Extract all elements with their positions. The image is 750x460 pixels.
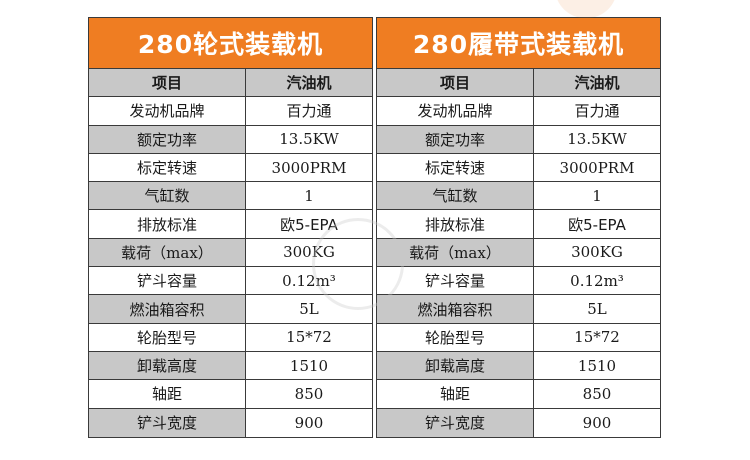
table-row: 额定功率 13.5KW bbox=[89, 125, 372, 154]
table-row: 轮胎型号 15*72 bbox=[377, 323, 660, 352]
row-value: 3000PRM bbox=[534, 153, 660, 182]
table-row: 气缸数 1 bbox=[89, 182, 372, 211]
table-row: 载荷（max） 300KG bbox=[89, 238, 372, 268]
table-row: 排放标准 欧5-EPA bbox=[377, 210, 660, 239]
row-value: 百力通 bbox=[534, 97, 660, 125]
table-row: 轮胎型号 15*72 bbox=[89, 323, 372, 352]
wheel-loader-spec-table: 280轮式装载机 项目 汽油机 发动机品牌 百力通 额定功率 13.5KW 标定… bbox=[88, 17, 373, 438]
row-value: 1 bbox=[534, 182, 660, 210]
table-row: 载荷（max） 300KG bbox=[377, 238, 660, 268]
row-value: 1 bbox=[246, 182, 372, 210]
row-label: 额定功率 bbox=[89, 125, 246, 153]
table-title: 280轮式装载机 bbox=[89, 18, 372, 69]
row-value: 300KG bbox=[246, 238, 372, 267]
row-value: 13.5KW bbox=[246, 125, 372, 153]
row-value: 3000PRM bbox=[246, 153, 372, 182]
table-row: 轴距 850 bbox=[89, 380, 372, 409]
table-row: 铲斗容量 0.12m³ bbox=[89, 267, 372, 296]
row-label: 气缸数 bbox=[89, 182, 246, 210]
table-row: 铲斗宽度 900 bbox=[377, 408, 660, 437]
table-row: 气缸数 1 bbox=[377, 182, 660, 211]
table-row: 标定转速 3000PRM bbox=[377, 153, 660, 183]
row-label: 排放标准 bbox=[89, 210, 246, 238]
row-value: 百力通 bbox=[246, 97, 372, 125]
row-value: 0.12m³ bbox=[246, 267, 372, 295]
row-label: 载荷（max） bbox=[89, 238, 246, 267]
row-value: 5L bbox=[534, 295, 660, 323]
row-label: 标定转速 bbox=[89, 153, 246, 182]
row-label: 卸载高度 bbox=[377, 351, 534, 380]
table-row: 铲斗容量 0.12m³ bbox=[377, 267, 660, 296]
row-label: 铲斗宽度 bbox=[377, 408, 534, 437]
row-label: 卸载高度 bbox=[89, 351, 246, 380]
header-item: 项目 bbox=[89, 69, 246, 97]
row-value: 1510 bbox=[246, 351, 372, 380]
row-value: 1510 bbox=[534, 351, 660, 380]
table-header-row: 项目 汽油机 bbox=[377, 69, 660, 98]
table-title: 280履带式装载机 bbox=[377, 18, 660, 69]
table-row: 铲斗宽度 900 bbox=[89, 408, 372, 437]
row-value: 欧5-EPA bbox=[534, 210, 660, 238]
table-row: 额定功率 13.5KW bbox=[377, 125, 660, 154]
row-label: 轮胎型号 bbox=[377, 323, 534, 351]
header-engine: 汽油机 bbox=[246, 69, 372, 97]
row-label: 气缸数 bbox=[377, 182, 534, 210]
row-label: 铲斗容量 bbox=[377, 267, 534, 295]
table-header-row: 项目 汽油机 bbox=[89, 69, 372, 98]
header-item: 项目 bbox=[377, 69, 534, 97]
row-value: 5L bbox=[246, 295, 372, 323]
row-label: 燃油箱容积 bbox=[377, 295, 534, 323]
row-label: 铲斗宽度 bbox=[89, 408, 246, 437]
row-value: 15*72 bbox=[246, 323, 372, 351]
table-row: 燃油箱容积 5L bbox=[89, 295, 372, 324]
table-row: 燃油箱容积 5L bbox=[377, 295, 660, 324]
row-label: 燃油箱容积 bbox=[89, 295, 246, 323]
row-label: 标定转速 bbox=[377, 153, 534, 182]
row-label: 发动机品牌 bbox=[89, 97, 246, 125]
row-label: 轮胎型号 bbox=[89, 323, 246, 351]
table-row: 卸载高度 1510 bbox=[89, 351, 372, 381]
row-label: 排放标准 bbox=[377, 210, 534, 238]
row-label: 额定功率 bbox=[377, 125, 534, 153]
row-label: 轴距 bbox=[89, 380, 246, 408]
row-label: 载荷（max） bbox=[377, 238, 534, 267]
watermark-badge bbox=[555, 0, 617, 18]
table-row: 标定转速 3000PRM bbox=[89, 153, 372, 183]
header-engine: 汽油机 bbox=[534, 69, 660, 97]
row-value: 900 bbox=[246, 408, 372, 437]
row-value: 300KG bbox=[534, 238, 660, 267]
table-row: 发动机品牌 百力通 bbox=[89, 97, 372, 126]
crawler-loader-spec-table: 280履带式装载机 项目 汽油机 发动机品牌 百力通 额定功率 13.5KW 标… bbox=[376, 17, 661, 438]
row-value: 15*72 bbox=[534, 323, 660, 351]
table-row: 卸载高度 1510 bbox=[377, 351, 660, 381]
row-value: 850 bbox=[246, 380, 372, 408]
table-row: 发动机品牌 百力通 bbox=[377, 97, 660, 126]
row-label: 铲斗容量 bbox=[89, 267, 246, 295]
row-value: 欧5-EPA bbox=[246, 210, 372, 238]
table-row: 轴距 850 bbox=[377, 380, 660, 409]
row-value: 0.12m³ bbox=[534, 267, 660, 295]
table-row: 排放标准 欧5-EPA bbox=[89, 210, 372, 239]
row-label: 轴距 bbox=[377, 380, 534, 408]
row-label: 发动机品牌 bbox=[377, 97, 534, 125]
row-value: 850 bbox=[534, 380, 660, 408]
row-value: 900 bbox=[534, 408, 660, 437]
row-value: 13.5KW bbox=[534, 125, 660, 153]
